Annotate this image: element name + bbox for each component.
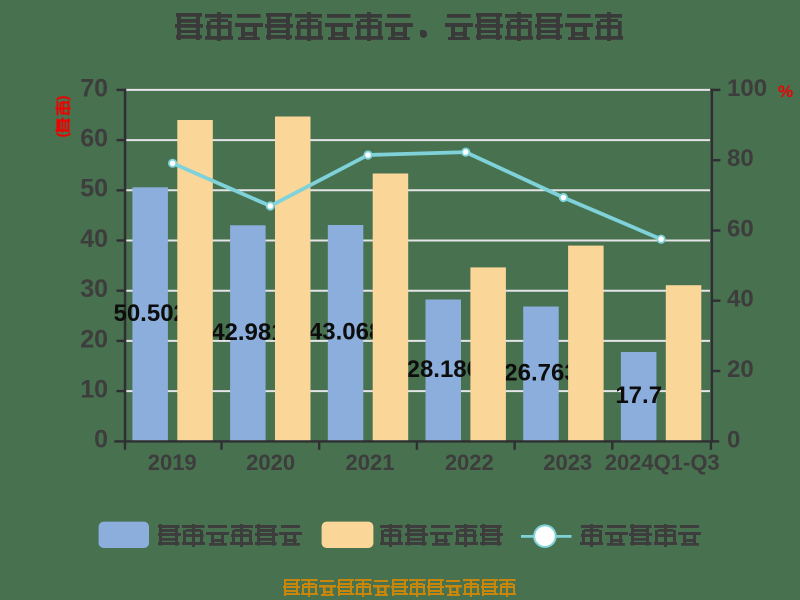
svg-text:50.502: 50.502 xyxy=(113,300,186,327)
svg-text:50: 50 xyxy=(80,175,108,203)
svg-text:17.7: 17.7 xyxy=(615,382,662,409)
svg-text:20: 20 xyxy=(727,356,754,383)
svg-text:2021: 2021 xyxy=(346,450,395,475)
svg-text:26.763: 26.763 xyxy=(504,360,577,387)
svg-text:30: 30 xyxy=(80,275,108,303)
svg-text:20: 20 xyxy=(80,325,108,353)
svg-text:100: 100 xyxy=(727,75,767,102)
svg-text:0: 0 xyxy=(727,426,740,453)
svg-text:80: 80 xyxy=(727,145,754,172)
svg-text:%: % xyxy=(778,82,793,101)
svg-text:40: 40 xyxy=(80,225,108,253)
svg-text:0: 0 xyxy=(94,426,108,454)
svg-text:2019: 2019 xyxy=(148,450,197,475)
svg-text:2023: 2023 xyxy=(543,450,592,475)
svg-text:70: 70 xyxy=(80,74,108,102)
svg-text:10: 10 xyxy=(80,376,108,404)
svg-text:28.186: 28.186 xyxy=(407,356,480,383)
svg-text:60: 60 xyxy=(80,125,108,153)
svg-text:40: 40 xyxy=(727,286,754,313)
svg-text:2024Q1-Q3: 2024Q1-Q3 xyxy=(605,450,720,475)
svg-text:43.068: 43.068 xyxy=(309,319,382,346)
svg-text:60: 60 xyxy=(727,216,754,243)
svg-text:42.981: 42.981 xyxy=(211,319,284,346)
svg-text:2020: 2020 xyxy=(246,450,295,475)
svg-text:2022: 2022 xyxy=(445,450,494,475)
